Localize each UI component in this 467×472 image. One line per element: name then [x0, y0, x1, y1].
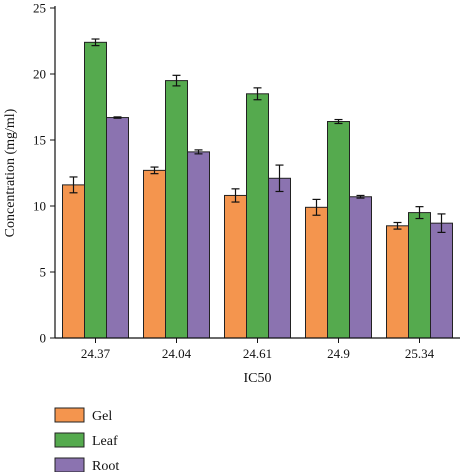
- y-tick-label: 0: [40, 331, 47, 346]
- error-bars-layer: [69, 38, 446, 233]
- error-bar-leaf-2: [253, 87, 262, 101]
- error-bar-leaf-0: [91, 38, 100, 47]
- legend-label: Root: [92, 459, 119, 472]
- legend-swatch: [54, 457, 85, 472]
- bar-gel-4: [386, 225, 409, 339]
- error-bar-gel-4: [393, 221, 402, 230]
- y-tick-label: 20: [33, 67, 46, 82]
- bar-root-1: [187, 151, 210, 339]
- error-bar-gel-2: [231, 188, 240, 203]
- error-bar-gel-1: [150, 166, 159, 175]
- bar-gel-1: [143, 169, 166, 339]
- bar-root-0: [106, 117, 129, 339]
- x-tick-label: 24.37: [81, 346, 111, 361]
- bar-leaf-4: [408, 212, 431, 339]
- error-bar-leaf-1: [172, 74, 181, 87]
- x-tick-label: 25.34: [405, 346, 435, 361]
- y-axis-title: Concentration (mg/ml): [3, 108, 18, 237]
- error-bar-root-3: [356, 194, 365, 199]
- bar-gel-0: [62, 184, 85, 339]
- error-bar-gel-0: [69, 176, 78, 194]
- bar-gel-3: [305, 206, 328, 339]
- bar-leaf-1: [165, 80, 188, 339]
- error-bar-gel-3: [312, 198, 321, 216]
- bar-leaf-0: [84, 41, 107, 339]
- legend-item-root: Root: [54, 457, 119, 472]
- legend-label: Leaf: [92, 434, 118, 449]
- y-tick-label: 15: [33, 133, 46, 148]
- bar-root-3: [349, 196, 372, 339]
- ticks-layer: 24.37 24.04 24.61 24.9 25.34 0 5 10 15 20 25: [33, 1, 435, 362]
- bars-layer: [62, 41, 453, 339]
- x-tick-label: 24.04: [162, 346, 192, 361]
- error-bar-root-2: [275, 164, 284, 193]
- bar-leaf-3: [327, 121, 350, 339]
- bar-leaf-2: [246, 93, 269, 339]
- legend-item-gel: Gel: [54, 407, 112, 424]
- x-tick-label: 24.61: [243, 346, 272, 361]
- error-bar-root-0: [113, 116, 122, 119]
- error-bar-leaf-4: [415, 206, 424, 220]
- error-bar-root-1: [194, 149, 203, 155]
- x-tick-label: 24.9: [327, 346, 350, 361]
- legend-label: Gel: [92, 409, 112, 424]
- error-bar-root-4: [437, 213, 446, 233]
- legend-swatch: [54, 407, 85, 423]
- legend-item-leaf: Leaf: [54, 432, 118, 449]
- bar-gel-2: [224, 194, 247, 339]
- legend: Gel Leaf Root: [54, 407, 119, 472]
- y-tick-label: 10: [33, 199, 46, 214]
- error-bar-leaf-3: [334, 118, 343, 125]
- x-axis-title: IC50: [244, 371, 272, 386]
- y-tick-label: 5: [40, 265, 47, 280]
- y-tick-label: 25: [33, 1, 46, 16]
- bar-root-4: [430, 222, 453, 339]
- bar-root-2: [268, 177, 291, 339]
- legend-swatch: [54, 432, 85, 448]
